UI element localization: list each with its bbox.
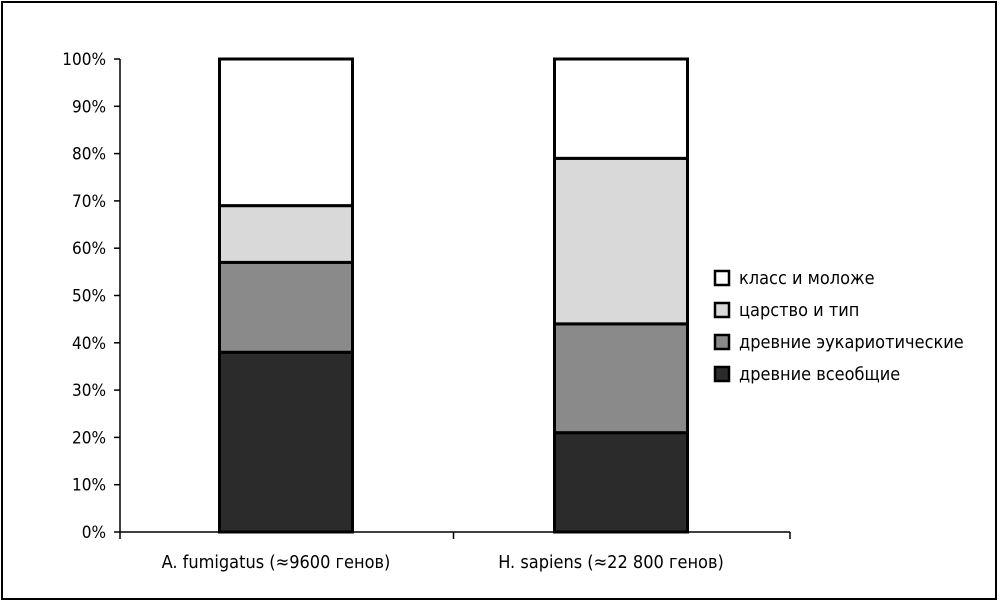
bar-segment xyxy=(218,204,354,264)
bar-segment xyxy=(553,431,689,534)
y-tick-label: 80% xyxy=(72,145,106,165)
y-tick-label: 30% xyxy=(72,381,106,401)
legend-label: царство и тип xyxy=(739,300,859,321)
legend-label: древние всеобщие xyxy=(739,364,900,385)
y-tick-label: 40% xyxy=(72,334,106,354)
legend-swatch xyxy=(713,333,731,351)
y-tick-label: 70% xyxy=(72,192,106,212)
y-tick-label: 50% xyxy=(72,287,106,307)
y-tick-label: 90% xyxy=(72,97,106,117)
legend-swatch xyxy=(713,269,731,287)
legend-swatch xyxy=(713,365,731,383)
bar-segment xyxy=(218,350,354,534)
x-category-label: H. sapiens (≈22 800 генов) xyxy=(498,552,724,573)
x-category-label: A. fumigatus (≈9600 генов) xyxy=(162,552,391,573)
y-tick-label: 20% xyxy=(72,428,106,448)
legend-label: древние эукариотические xyxy=(739,332,964,353)
y-tick-label: 60% xyxy=(72,239,106,259)
y-tick-label: 10% xyxy=(72,476,106,496)
legend-swatch xyxy=(713,301,731,319)
y-tick-label: 0% xyxy=(82,523,106,543)
bar-segment xyxy=(218,260,354,354)
legend-label: класс и моложе xyxy=(739,268,875,289)
bar-segment xyxy=(218,57,354,208)
bar-segment xyxy=(553,322,689,435)
bar-segment xyxy=(553,57,689,160)
y-tick-label: 100% xyxy=(62,50,106,70)
bar-segment xyxy=(553,156,689,326)
